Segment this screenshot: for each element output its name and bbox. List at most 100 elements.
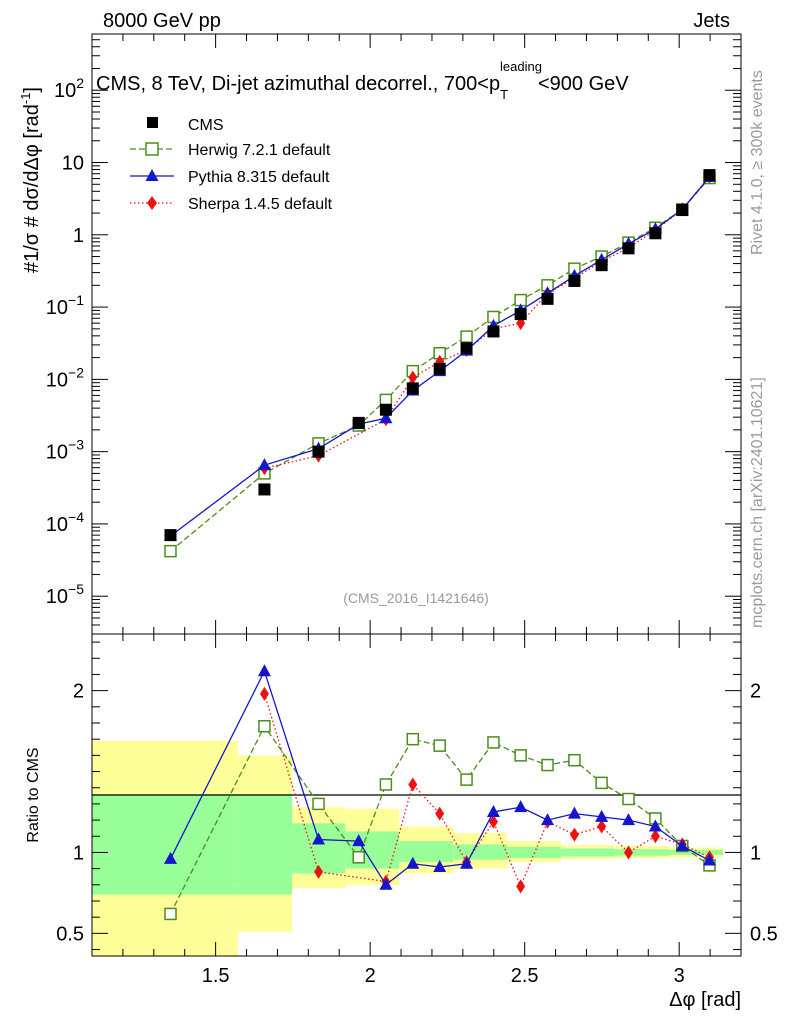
ratio-tick-label-left-2: 2 xyxy=(73,681,84,703)
y-tick-exponent: −4 xyxy=(68,509,84,525)
title-sup: leading xyxy=(500,59,542,74)
header-process: Jets xyxy=(693,10,730,32)
band-inner-4 xyxy=(399,841,454,863)
ratio-point-herwig xyxy=(514,749,527,762)
ratio-point-pythia xyxy=(379,877,393,890)
title-prefix: CMS, 8 TeV, Di-jet azimuthal decorrel., … xyxy=(96,73,500,95)
ratio-point-pythia xyxy=(648,819,662,832)
ratio-point-herwig xyxy=(352,851,365,864)
y-tick-base: 10 xyxy=(46,514,68,536)
ratio-point-sherpa xyxy=(624,845,634,860)
ratio-point-herwig xyxy=(595,776,608,790)
band-inner-0 xyxy=(92,794,239,895)
ratio-point-sherpa xyxy=(569,827,579,842)
point-cms xyxy=(622,242,635,255)
ratio-point-sherpa xyxy=(650,829,660,844)
series-cms xyxy=(164,169,716,542)
ratio-point-herwig xyxy=(379,778,393,791)
ratio-point-herwig xyxy=(433,739,446,752)
y-tick-base: 10 xyxy=(46,442,68,464)
ratio-point-herwig xyxy=(312,797,325,811)
point-cms xyxy=(649,227,662,240)
ratio-point-pythia xyxy=(622,813,636,826)
point-cms xyxy=(568,274,581,287)
ratio-point-sherpa xyxy=(488,814,498,829)
uncertainty-bands xyxy=(92,740,723,956)
ratio-point-pythia xyxy=(702,853,716,866)
legend-label-cms: CMS xyxy=(188,117,224,134)
ratio-plot-frame xyxy=(91,633,742,957)
ratio-point-pythia xyxy=(567,806,581,819)
band-inner-7 xyxy=(561,848,616,857)
x-tick-label-1: 2 xyxy=(365,965,376,987)
point-sherpa xyxy=(408,370,418,385)
x-tick-label-3: 3 xyxy=(674,965,685,987)
point-herwig xyxy=(164,544,177,558)
point-cms xyxy=(312,445,325,458)
y-tick-base: 10 xyxy=(46,369,68,391)
ratio-point-herwig xyxy=(622,792,635,806)
ratio-point-sherpa xyxy=(408,777,418,792)
legend-marker-herwig xyxy=(145,142,159,156)
ratio-point-pythia xyxy=(595,809,609,822)
y-tick-exponent: −5 xyxy=(68,581,84,597)
ratio-point-pythia xyxy=(406,856,420,869)
ratio-point-pythia xyxy=(433,860,447,873)
main-plot-series xyxy=(163,169,716,558)
ratio-tick-label-left-0: 0.5 xyxy=(56,923,84,945)
y-axis-title: #1/σ # dσ/dΔφ [rad-1] xyxy=(18,87,43,273)
y-tick-label-7: 102 xyxy=(54,75,84,102)
band-inner-2 xyxy=(292,823,346,874)
point-cms xyxy=(352,416,365,429)
legend-marker-sherpa xyxy=(147,196,157,210)
band-inner-8 xyxy=(615,849,670,856)
x-axis-title: Δφ [rad] xyxy=(669,989,741,1011)
ratio-point-pythia xyxy=(312,832,326,845)
legend-marker-cms xyxy=(147,117,158,128)
ratio-tick-label-right-0: 0.5 xyxy=(750,923,778,945)
band-inner-5 xyxy=(453,844,508,860)
ratio-point-herwig xyxy=(487,736,500,749)
y-tick-label-1: 10−4 xyxy=(46,509,84,536)
point-cms xyxy=(676,204,689,217)
title-sub: T xyxy=(500,87,508,102)
plot-title: CMS, 8 TeV, Di-jet azimuthal decorrel., … xyxy=(96,59,629,102)
band-inner-9 xyxy=(669,850,723,855)
point-cms xyxy=(258,483,271,496)
point-pythia xyxy=(379,411,393,424)
legend-label-herwig: Herwig 7.2.1 default xyxy=(188,142,331,159)
point-cms xyxy=(433,362,446,375)
legend-label-sherpa: Sherpa 1.4.5 default xyxy=(188,196,333,213)
ratio-axis-title: Ratio to CMS xyxy=(25,747,42,842)
ratio-point-pythia xyxy=(675,838,689,851)
ratio-tick-label-right-1: 1 xyxy=(750,842,761,864)
point-pythia xyxy=(257,458,271,471)
point-cms xyxy=(514,308,527,321)
y-tick-label-3: 10−2 xyxy=(46,364,84,391)
y-tick-base: 1 xyxy=(73,225,84,247)
ratio-point-pythia xyxy=(257,664,271,677)
y-tick-exponent: −1 xyxy=(68,292,84,308)
y-tick-exponent: 2 xyxy=(76,75,84,91)
point-cms xyxy=(703,169,716,182)
ratio-point-herwig xyxy=(258,719,271,733)
title-suffix: <900 GeV xyxy=(538,73,629,95)
ratio-point-herwig xyxy=(568,753,581,767)
ratio-point-sherpa xyxy=(435,806,445,821)
y-tick-label-0: 10−5 xyxy=(46,581,84,608)
ratio-point-pythia xyxy=(541,813,555,826)
y-tick-label-2: 10−3 xyxy=(46,437,84,464)
ratio-point-sherpa xyxy=(314,864,324,879)
point-cms xyxy=(487,325,500,338)
ratio-point-sherpa xyxy=(516,879,526,894)
x-tick-label-2: 2.5 xyxy=(511,965,539,987)
ratio-point-pythia xyxy=(352,834,366,847)
ratio-point-herwig xyxy=(541,758,554,772)
band-inner-1 xyxy=(238,794,293,895)
point-cms xyxy=(460,342,473,355)
ratio-point-sherpa xyxy=(259,686,269,701)
ratio-point-herwig xyxy=(406,732,420,746)
point-cms xyxy=(406,382,419,395)
legend-marker-pythia xyxy=(145,169,159,181)
y-tick-base: 10 xyxy=(54,80,76,102)
